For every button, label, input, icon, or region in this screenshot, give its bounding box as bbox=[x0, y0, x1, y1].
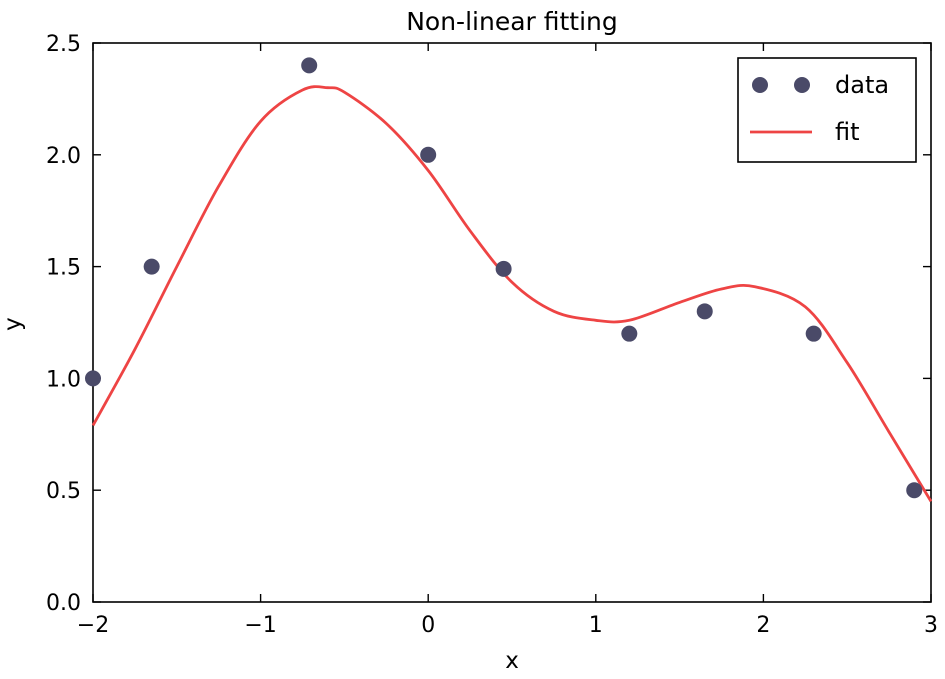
y-tick-label: 0.0 bbox=[46, 591, 81, 616]
legend-data-marker bbox=[794, 77, 810, 93]
data-point bbox=[420, 146, 437, 163]
x-tick-label: 0 bbox=[421, 613, 435, 638]
data-point bbox=[621, 325, 638, 342]
data-point bbox=[495, 260, 512, 277]
x-tick-label: −1 bbox=[244, 613, 276, 638]
legend: data fit bbox=[737, 57, 917, 163]
data-point bbox=[85, 370, 101, 387]
plot-area: −2 −1 0 1 2 3 0.0 0.5 1.0 1.5 2.0 2.5 bbox=[46, 32, 938, 638]
y-axis-label: y bbox=[0, 317, 26, 331]
data-point bbox=[805, 325, 822, 342]
y-tick-label: 2.5 bbox=[46, 32, 81, 57]
legend-data-marker bbox=[752, 77, 768, 93]
data-point bbox=[143, 258, 160, 275]
x-axis-label: x bbox=[505, 648, 519, 674]
legend-box bbox=[737, 57, 917, 163]
x-tick-label: 3 bbox=[924, 613, 938, 638]
y-tick-label: 2.0 bbox=[46, 144, 81, 169]
data-point bbox=[301, 57, 318, 74]
x-tick-label: 1 bbox=[589, 613, 603, 638]
y-tick-label: 1.5 bbox=[46, 256, 81, 281]
chart-title: Non-linear fitting bbox=[406, 7, 618, 36]
plot-frame bbox=[92, 42, 932, 603]
data-point bbox=[906, 482, 923, 499]
legend-label-fit: fit bbox=[835, 118, 860, 146]
x-tick-label: 2 bbox=[756, 613, 770, 638]
fit-line bbox=[91, 85, 933, 503]
legend-label-data: data bbox=[835, 71, 889, 99]
y-tick-label: 0.5 bbox=[46, 479, 81, 504]
x-tick-label: −2 bbox=[77, 613, 109, 638]
y-tick-label: 1.0 bbox=[46, 367, 81, 392]
data-point bbox=[696, 303, 713, 320]
